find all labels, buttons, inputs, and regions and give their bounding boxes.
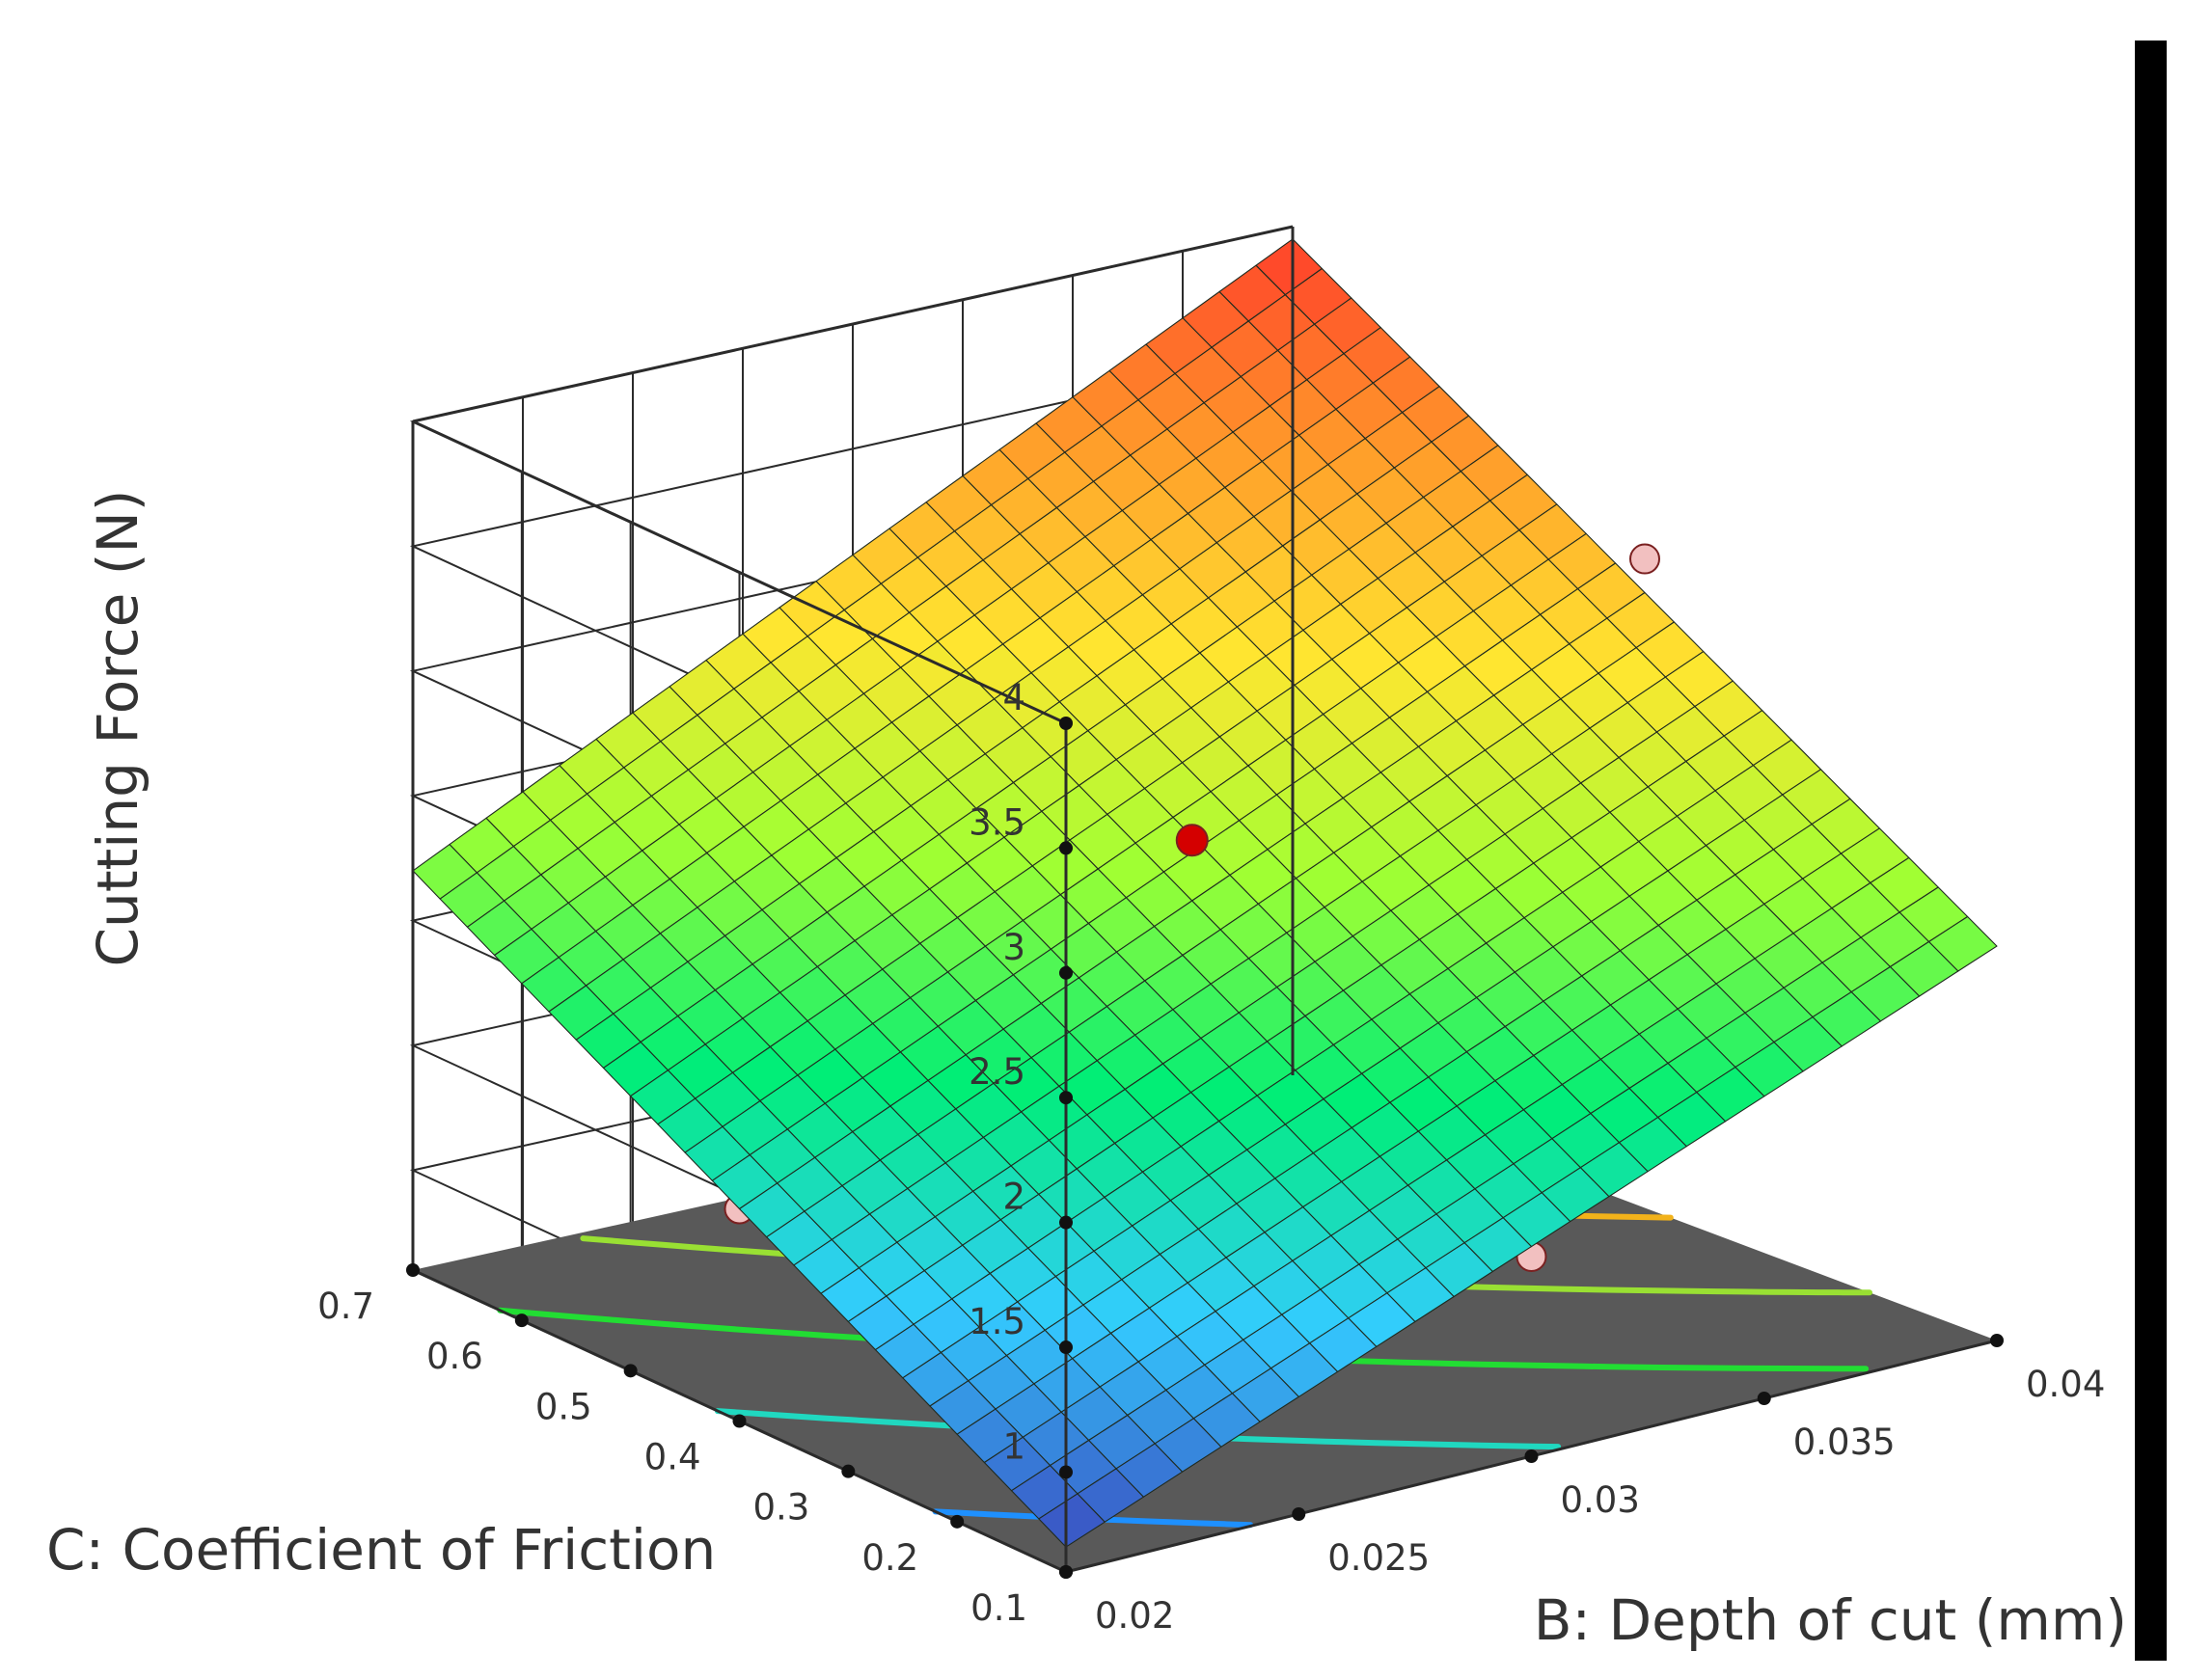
z-tick-label: 3	[1002, 927, 1025, 968]
y-tick-mark	[623, 1364, 638, 1378]
x-tick-mark	[1292, 1507, 1306, 1521]
frame-edge	[412, 420, 1067, 725]
y-tick-mark	[950, 1514, 965, 1529]
z-tick-label: 4	[1002, 677, 1025, 718]
z-tick-label: 1	[1002, 1425, 1025, 1467]
y-tick-label: 0.4	[644, 1437, 701, 1478]
z-tick-mark	[1059, 717, 1073, 730]
y-tick-label: 0.3	[752, 1487, 809, 1529]
design-point	[1629, 543, 1660, 575]
z-tick-mark	[1059, 841, 1073, 855]
x-tick-mark	[1990, 1334, 2004, 1347]
y-axis-label: C: Coefficient of Friction	[46, 1517, 716, 1583]
tick-marks	[406, 717, 2004, 1579]
z-tick-label: 3.5	[969, 801, 1025, 843]
surface-cell	[1038, 1493, 1106, 1548]
z-tick-mark	[1059, 1465, 1073, 1479]
x-tick-label: 0.02	[1095, 1595, 1174, 1637]
y-tick-label: 0.1	[970, 1587, 1027, 1629]
x-tick-label: 0.035	[1793, 1422, 1896, 1463]
x-axis-label: B: Depth of cut (mm)	[1534, 1587, 2127, 1653]
x-tick-mark	[1524, 1449, 1539, 1463]
x-tick-mark	[1757, 1392, 1771, 1405]
y-tick-mark	[1059, 1565, 1073, 1579]
z-tick-mark	[1059, 1340, 1073, 1355]
y-tick-mark	[841, 1464, 856, 1478]
y-tick-label: 0.5	[535, 1386, 592, 1427]
x-tick-label: 0.03	[1561, 1479, 1640, 1521]
z-tick-label: 2.5	[969, 1051, 1025, 1093]
tick-labels: 1 1.5 2 2.5 3 3.5 4 0.02 0.025 0.03 0.035 0.04 0.1 0.…	[317, 677, 2105, 1637]
z-tick-label: 2	[1002, 1177, 1025, 1218]
z-tick-mark	[1059, 1091, 1073, 1105]
x-tick-label: 0.025	[1327, 1537, 1430, 1579]
design-point	[1175, 824, 1209, 857]
y-tick-mark	[406, 1263, 420, 1277]
y-tick-mark	[732, 1414, 747, 1428]
z-tick-mark	[1059, 965, 1073, 980]
visible-design-points	[1175, 824, 1209, 857]
y-tick-label: 0.7	[317, 1286, 374, 1327]
z-tick-label: 1.5	[969, 1301, 1025, 1342]
color-legend-bar	[2135, 41, 2167, 1661]
z-axis-label: Cutting Force (N)	[85, 490, 150, 967]
y-tick-label: 0.6	[426, 1336, 483, 1377]
z-tick-mark	[1059, 1215, 1073, 1230]
y-tick-mark	[514, 1313, 529, 1328]
x-tick-label: 0.04	[2026, 1364, 2105, 1405]
y-tick-label: 0.2	[861, 1537, 918, 1579]
frame-edge	[412, 225, 1294, 423]
surface-mesh	[412, 238, 1998, 1548]
